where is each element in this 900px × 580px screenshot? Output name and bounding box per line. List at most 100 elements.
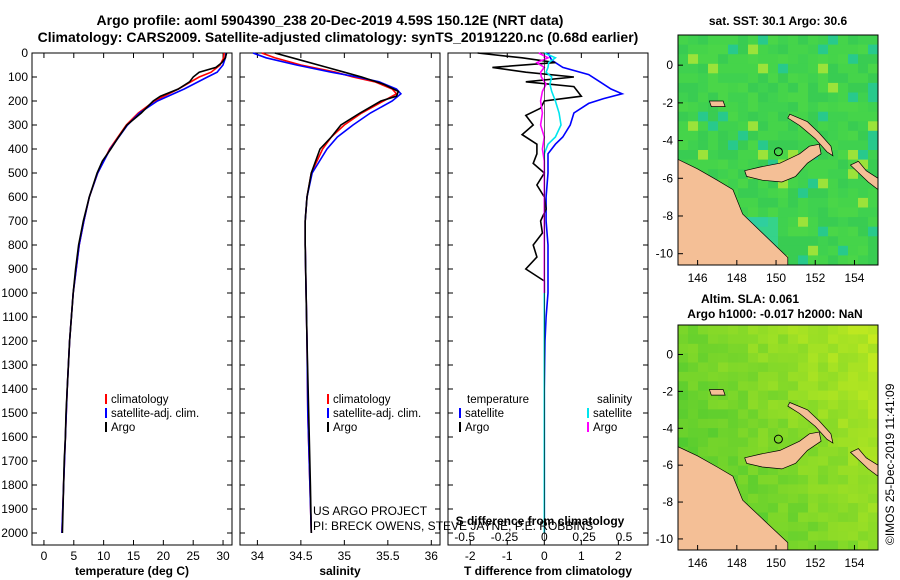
- field-cell: [698, 362, 709, 373]
- field-cell: [868, 111, 878, 122]
- field-cell: [828, 92, 839, 103]
- field-cell: [828, 111, 839, 122]
- field-cell: [788, 334, 799, 345]
- field-cell: [718, 92, 729, 103]
- field-cell: [768, 400, 779, 410]
- field-cell: [808, 512, 819, 523]
- field-cell: [728, 102, 739, 113]
- field-cell: [798, 197, 809, 209]
- field-cell: [688, 102, 699, 113]
- field-cell: [698, 437, 709, 448]
- field-cell: [728, 35, 739, 46]
- field-cell: [708, 169, 719, 180]
- field-cell: [848, 226, 859, 237]
- field-cell: [728, 446, 739, 457]
- field-cell: [758, 178, 769, 189]
- field-cell: [818, 226, 829, 237]
- field-cell: [798, 207, 809, 218]
- field-cell: [698, 121, 709, 132]
- field-cell: [788, 226, 799, 237]
- field-cell: [828, 512, 839, 523]
- field-cell: [808, 334, 819, 345]
- field-cell: [818, 418, 829, 429]
- field-cell: [828, 178, 839, 189]
- field-cell: [738, 400, 749, 410]
- y-tick-label: 900: [8, 262, 28, 276]
- field-cell: [758, 130, 769, 141]
- field-cell: [858, 63, 869, 74]
- field-cell: [778, 63, 789, 74]
- field-cell: [768, 437, 779, 448]
- field-cell: [758, 207, 769, 218]
- field-cell: [838, 334, 849, 345]
- field-cell: [768, 92, 779, 103]
- field-cell: [768, 409, 779, 420]
- field-cell: [718, 121, 729, 132]
- field-cell: [868, 521, 878, 532]
- field-cell: [768, 140, 779, 151]
- map-y-tick-label: -8: [662, 495, 673, 509]
- field-cell: [698, 418, 709, 429]
- field-cell: [698, 390, 709, 401]
- field-cell: [758, 503, 769, 514]
- y-tick-label: 1100: [2, 310, 28, 324]
- field-cell: [708, 437, 719, 448]
- field-cell: [698, 35, 709, 46]
- field-cell: [808, 245, 819, 256]
- field-cell: [688, 371, 699, 382]
- field-cell: [768, 35, 779, 46]
- field-cell: [718, 325, 729, 335]
- field-cell: [718, 456, 729, 467]
- map-y-tick-label: -10: [656, 532, 674, 546]
- field-cell: [698, 159, 709, 170]
- field-cell: [818, 540, 829, 550]
- field-cell: [698, 63, 709, 74]
- field-cell: [808, 343, 819, 354]
- field-cell: [788, 343, 799, 354]
- field-cell: [728, 159, 739, 170]
- field-cell: [858, 245, 869, 256]
- sst-map-title: sat. SST: 30.1 Argo: 30.6: [709, 14, 848, 28]
- legend-title: temperature: [467, 394, 529, 406]
- field-cell: [798, 381, 809, 392]
- field-cell: [728, 465, 739, 476]
- field-cell: [868, 207, 878, 218]
- field-cell: [788, 236, 799, 247]
- field-cell: [688, 409, 699, 420]
- field-cell: [858, 418, 869, 429]
- field-cell: [758, 437, 769, 448]
- field-cell: [748, 362, 759, 373]
- field-cell: [758, 159, 769, 170]
- map-x-tick-label: 148: [727, 556, 747, 570]
- field-cell: [838, 503, 849, 514]
- field-cell: [778, 531, 789, 542]
- field-cell: [688, 44, 699, 55]
- field-cell: [778, 409, 789, 420]
- field-cell: [788, 521, 799, 532]
- field-cell: [868, 63, 878, 74]
- field-cell: [848, 475, 859, 485]
- field-cell: [678, 35, 689, 46]
- field-cell: [758, 63, 769, 74]
- field-cell: [778, 362, 789, 373]
- field-cell: [868, 409, 878, 420]
- legend-label: satellite: [593, 408, 632, 420]
- field-cell: [718, 409, 729, 420]
- field-cell: [858, 503, 869, 514]
- field-cell: [718, 159, 729, 170]
- field-cell: [718, 102, 729, 113]
- field-cell: [868, 437, 878, 448]
- map-x-tick-label: 146: [688, 556, 708, 570]
- s-tick-label: 0.5: [616, 530, 633, 544]
- field-cell: [788, 178, 799, 189]
- field-cell: [698, 428, 709, 439]
- field-cell: [728, 111, 739, 122]
- field-cell: [678, 111, 689, 122]
- field-cell: [758, 54, 769, 65]
- field-cell: [768, 217, 779, 228]
- field-cell: [848, 102, 859, 113]
- field-cell: [718, 437, 729, 448]
- field-cell: [838, 475, 849, 485]
- field-cell: [818, 73, 829, 84]
- land-new-britain: [744, 143, 822, 183]
